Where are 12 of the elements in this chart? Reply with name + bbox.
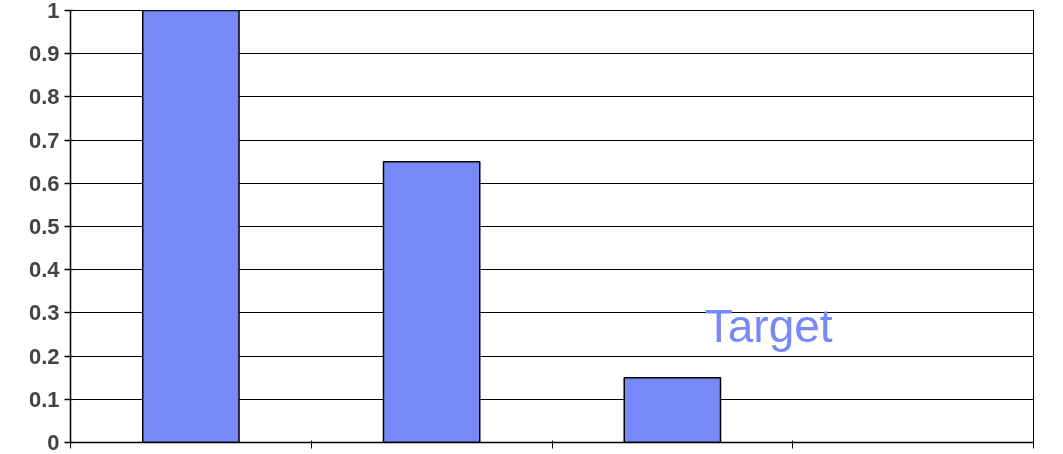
- y-tick-label: 0.1: [28, 386, 60, 412]
- y-tick-label: 0.9: [28, 41, 60, 67]
- y-tick-label: 0.7: [28, 127, 60, 153]
- y-tick-label: 1: [47, 0, 60, 23]
- y-tick-label: 0.8: [28, 84, 60, 110]
- annotation: Target: [704, 299, 833, 352]
- y-tick-label: 0.2: [28, 343, 60, 369]
- y-tick-label: 0.3: [28, 300, 60, 326]
- y-tick-label: 0: [47, 430, 60, 454]
- y-tick-label: 0.5: [28, 214, 60, 239]
- y-tick-label: 0.4: [28, 257, 61, 283]
- y-tick-label: 0.6: [28, 170, 60, 196]
